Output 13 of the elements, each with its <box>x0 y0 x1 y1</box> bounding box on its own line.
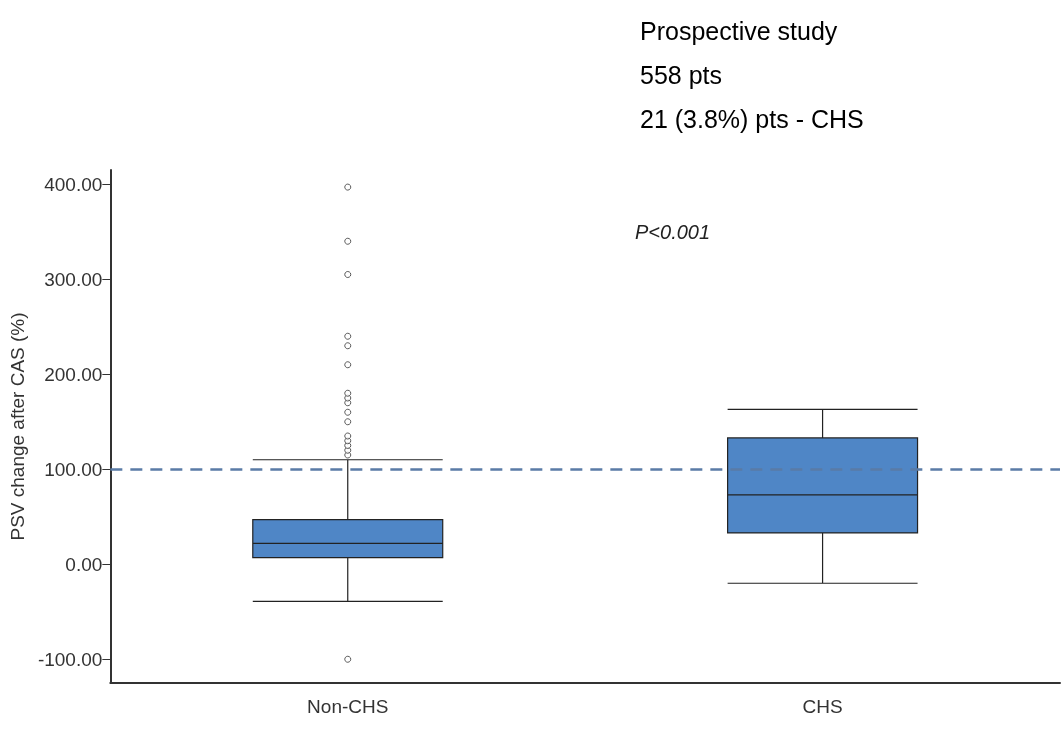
annotation: P<0.001 <box>635 221 711 243</box>
x-tick-label: CHS <box>802 696 843 717</box>
x-tick-label: Non-CHS <box>307 696 389 717</box>
y-tick-label: 100.00 <box>44 458 103 480</box>
y-tick-label: 400.00 <box>44 173 103 195</box>
text: Prospective study <box>640 16 838 45</box>
y-tick-label: 200.00 <box>44 363 103 385</box>
y-tick-label: 300.00 <box>44 268 103 290</box>
text: 21 (3.8%) pts - CHS <box>640 104 864 133</box>
y-tick-label: -100.00 <box>37 648 103 670</box>
y-tick-label: 0.00 <box>65 553 103 575</box>
y-axis-title: PSV change after CAS (%) <box>7 312 28 541</box>
text: 558 pts <box>640 60 723 89</box>
